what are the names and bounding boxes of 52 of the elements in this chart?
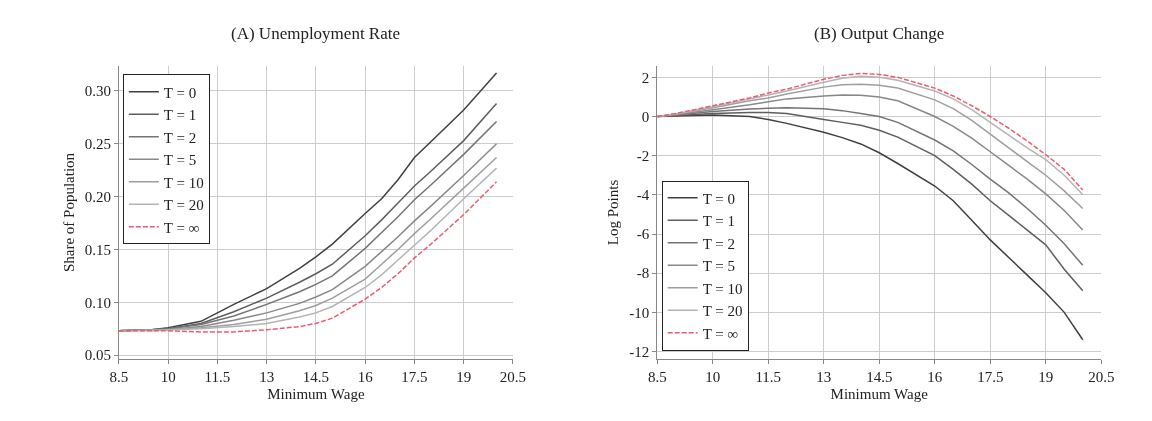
x-tick-label: 13 (259, 369, 275, 386)
x-tick-label: 10 (160, 369, 176, 386)
y-axis-title: Share of Population (60, 152, 77, 273)
x-tick-label: 16 (357, 369, 374, 386)
y-axis-title: Log Points (605, 179, 622, 246)
x-tick-label: 19 (1038, 369, 1054, 386)
x-tick-label: 13 (816, 369, 832, 386)
x-axis-title: Minimum Wage (267, 386, 365, 403)
y-tick-label: -12 (629, 343, 650, 360)
x-tick-label: 11.5 (204, 369, 231, 386)
x-tick-label: 17.5 (977, 369, 1004, 386)
x-tick-label: 11.5 (755, 369, 782, 386)
y-tick-label: -2 (636, 147, 650, 164)
legend-label: T = 1 (163, 106, 197, 123)
chart-title: (A) Unemployment Rate (231, 24, 401, 43)
x-tick-label: 8.5 (109, 369, 129, 386)
x-tick-label: 10 (705, 369, 721, 386)
x-tick-label: 17.5 (401, 369, 428, 386)
y-tick-label: 0.05 (84, 347, 111, 364)
y-tick-label: -8 (636, 265, 650, 282)
y-tick-label: 0.30 (84, 83, 111, 100)
legend-label: T = 20 (163, 196, 204, 213)
y-tick-label: -10 (629, 304, 650, 321)
legend-label: T = 5 (702, 258, 736, 275)
legend-label: T = 2 (702, 235, 736, 252)
x-tick-label: 16 (927, 369, 943, 386)
chart-title: (B) Output Change (814, 24, 945, 43)
y-tick-label: 0.15 (84, 241, 111, 258)
legend-label: T = 1 (702, 213, 736, 230)
legend-label: T = 10 (702, 280, 743, 297)
legend-label: T = 10 (163, 174, 204, 191)
y-tick-label: -4 (636, 187, 650, 204)
x-tick-label: 14.5 (866, 369, 893, 386)
legend-label: T = 20 (702, 303, 743, 320)
x-tick-label: 20.5 (499, 369, 527, 386)
legend-label: T = 5 (163, 151, 197, 168)
x-axis-title: Minimum Wage (830, 386, 929, 403)
legend-label: T = 2 (163, 129, 197, 146)
y-tick-label: 2 (641, 69, 650, 86)
y-tick-label: 0.10 (84, 294, 111, 311)
y-tick-label: 0 (641, 108, 650, 125)
legend-label: T = ∞ (702, 325, 739, 342)
y-tick-label: -6 (636, 226, 650, 243)
x-tick-label: 8.5 (647, 369, 667, 386)
y-tick-label: 0.20 (84, 188, 111, 205)
y-tick-label: 0.25 (84, 136, 111, 153)
legend-label: T = 0 (163, 84, 197, 101)
x-tick-label: 19 (456, 369, 472, 386)
x-tick-label: 14.5 (302, 369, 330, 386)
legend-label: T = ∞ (163, 219, 200, 236)
legend-label: T = 0 (702, 190, 736, 207)
x-tick-label: 20.5 (1088, 369, 1115, 386)
